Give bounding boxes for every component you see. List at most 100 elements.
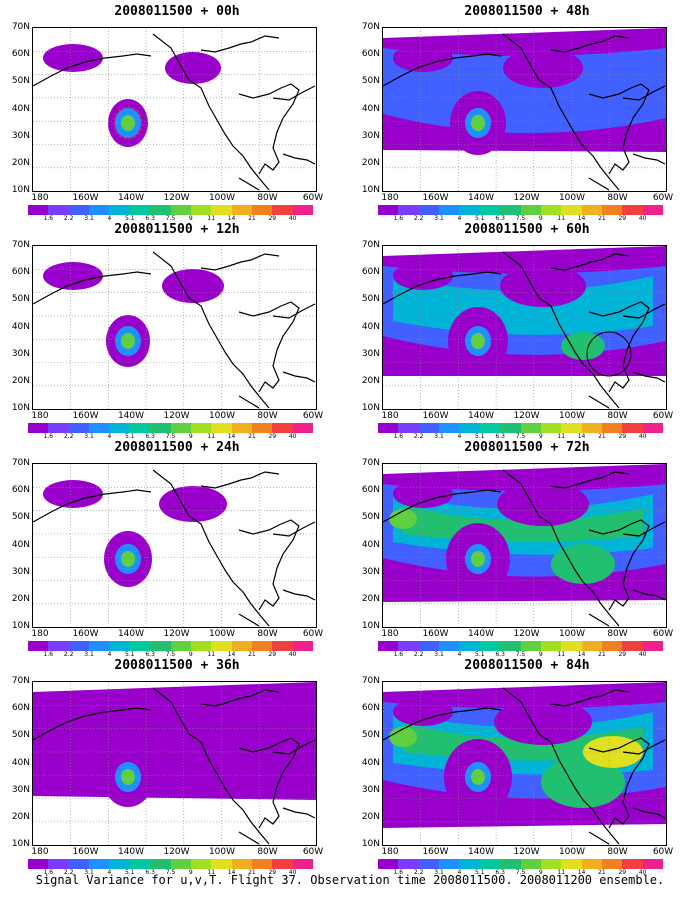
- coastline: [238, 83, 300, 175]
- colorbar-swatch: [272, 205, 293, 215]
- colorbar-swatch: [439, 641, 460, 651]
- variance-contour: [121, 551, 135, 567]
- lon-tick-label: 100W: [558, 411, 586, 421]
- lat-tick-label: 20N: [11, 812, 30, 822]
- coastline: [152, 687, 270, 845]
- panel-title: 2008011500 + 12h: [114, 222, 240, 237]
- colorbar-tick-label: 9: [188, 433, 193, 440]
- colorbar-swatch: [561, 859, 582, 869]
- lat-tick-label: 70N: [11, 22, 30, 32]
- colorbar-swatch: [129, 859, 151, 869]
- lon-tick-label: 80W: [607, 847, 628, 857]
- lat-tick-label: 30N: [11, 784, 30, 795]
- variance-contour: [121, 115, 135, 131]
- colorbar-tick-label: 6.3: [495, 433, 505, 440]
- colorbar-swatch: [622, 859, 643, 869]
- lon-tick-label: 100W: [558, 629, 586, 639]
- colorbar-labels: 1.6 2.2 3.1 4 5.1 6.3 7.5 9 11 14 21 29 40: [378, 433, 663, 441]
- colorbar-swatch: [540, 641, 562, 651]
- map-canvas: [383, 682, 666, 845]
- lon-tick-label: 180: [31, 629, 49, 639]
- colorbar-swatch: [89, 641, 110, 651]
- map-panel: 2008011500 + 24h 70N 60N 50N 40N 30N 20N 10N 180…: [0, 440, 323, 658]
- colorbar-tick-label: 6.3: [145, 215, 155, 222]
- lon-tick-label: 140W: [467, 411, 495, 421]
- colorbar-swatch: [479, 641, 501, 651]
- colorbar-tick-label: 3.1: [84, 869, 94, 876]
- colorbar-tick-label: 21: [248, 869, 256, 876]
- lat-tick-label: 70N: [361, 458, 380, 468]
- lat-tick-label: 20N: [361, 376, 380, 386]
- variance-contour: [43, 480, 103, 508]
- colorbar-tick-label: 9: [538, 651, 543, 658]
- variance-map: [32, 463, 317, 628]
- map-canvas: [383, 28, 666, 191]
- colorbar-swatch: [129, 205, 151, 215]
- colorbar-swatch: [190, 859, 212, 869]
- colorbar-tick-label: 1.6: [393, 215, 404, 222]
- lat-tick-label: 30N: [11, 348, 30, 359]
- lon-tick-label: 160W: [422, 629, 449, 639]
- colorbar-tick-label: 11: [557, 651, 566, 658]
- variance-contour: [159, 486, 227, 522]
- lat-tick-label: 40N: [11, 757, 30, 768]
- colorbar-tick-label: 5.1: [125, 215, 135, 222]
- colorbar-swatch: [211, 205, 232, 215]
- panel-title: 2008011500 + 72h: [464, 440, 590, 455]
- lat-tick-label: 40N: [11, 539, 30, 550]
- colorbar-swatch: [398, 859, 419, 869]
- coastline: [632, 371, 666, 383]
- variance-contour: [121, 333, 135, 349]
- colorbar-tick-label: 11: [207, 869, 216, 876]
- colorbar-swatch: [68, 641, 90, 651]
- coastline: [272, 739, 316, 755]
- observation-region-marker: [113, 106, 143, 140]
- lat-tick-label: 20N: [361, 812, 380, 822]
- variance-map: [382, 463, 667, 628]
- colorbar-swatch: [150, 205, 171, 215]
- colorbar-swatch: [418, 641, 440, 651]
- coastline: [33, 53, 152, 87]
- lon-tick-label: 60W: [302, 411, 324, 421]
- lon-tick-label: 180: [381, 847, 399, 857]
- colorbar-tick-label: 7.5: [515, 433, 526, 440]
- figure-caption: Signal Variance for u,v,T. Flight 37. Ob…: [35, 873, 665, 887]
- colorbar-tick-label: 1.6: [393, 433, 404, 440]
- colorbar-tick-label: 2.2: [413, 651, 424, 658]
- colorbar-swatch: [418, 859, 440, 869]
- colorbar: [28, 423, 314, 433]
- colorbar-tick-label: 5.1: [475, 869, 485, 876]
- colorbar-tick-label: 40: [638, 433, 647, 440]
- lon-tick-label: 160W: [72, 193, 99, 203]
- colorbar-tick-label: 6.3: [145, 651, 155, 658]
- lon-tick-label: 140W: [117, 411, 145, 421]
- colorbar-tick-label: 4: [457, 869, 462, 876]
- lon-tick-label: 80W: [607, 411, 628, 421]
- colorbar-swatch: [48, 205, 69, 215]
- colorbar-tick-label: 3.1: [84, 433, 94, 440]
- colorbar-swatch: [48, 859, 69, 869]
- lat-tick-label: 40N: [361, 321, 380, 332]
- lon-tick-label: 100W: [208, 411, 236, 421]
- colorbar-swatch: [581, 859, 602, 869]
- colorbar: [28, 859, 314, 869]
- coastline: [152, 469, 270, 627]
- colorbar: [378, 205, 664, 215]
- colorbar-tick-label: 14: [227, 869, 236, 876]
- lat-tick-label: 10N: [361, 839, 380, 850]
- colorbar: [378, 423, 664, 433]
- colorbar-swatch: [540, 423, 562, 433]
- variance-contour: [471, 333, 485, 349]
- coastline: [282, 589, 316, 601]
- coastline: [238, 613, 260, 627]
- colorbar-tick-label: 5.1: [475, 215, 485, 222]
- colorbar-tick-label: 29: [618, 215, 627, 222]
- colorbar-swatch: [642, 859, 664, 869]
- variance-contour: [551, 544, 615, 584]
- colorbar-swatch: [109, 205, 130, 215]
- colorbar-swatch: [398, 641, 419, 651]
- colorbar-swatch: [251, 205, 273, 215]
- colorbar-tick-label: 21: [248, 215, 256, 222]
- colorbar-tick-label: 3.1: [434, 869, 444, 876]
- colorbar-tick-label: 40: [288, 433, 297, 440]
